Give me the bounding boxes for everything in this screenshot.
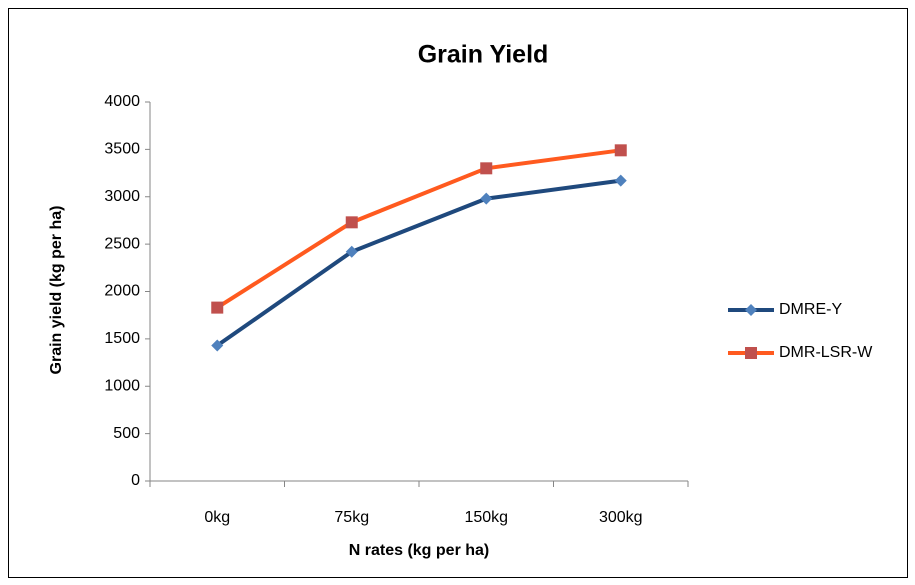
legend-label: DMR-LSR-W: [779, 344, 873, 361]
x-tick-label: 150kg: [464, 509, 508, 526]
point: [345, 245, 358, 258]
chart-border: [8, 8, 908, 578]
y-tick-label: 500: [113, 425, 140, 442]
legend-marker: [745, 347, 757, 359]
chart-title: Grain Yield: [418, 41, 549, 69]
y-tick-label: 3000: [104, 188, 140, 205]
y-tick-label: 3500: [104, 141, 140, 158]
point: [211, 339, 224, 352]
legend-label: DMRE-Y: [779, 301, 842, 318]
point: [211, 301, 224, 314]
point: [345, 216, 358, 229]
y-tick-label: 4000: [104, 93, 140, 110]
legend-marker: [745, 304, 757, 316]
y-tick-label: 0: [131, 472, 140, 489]
point: [614, 174, 627, 187]
y-tick-label: 1000: [104, 377, 140, 394]
y-tick-label: 2000: [104, 283, 140, 300]
point: [480, 162, 493, 175]
y-tick-label: 1500: [104, 330, 140, 347]
series-line: [216, 178, 622, 348]
x-axis-label: N rates (kg per ha): [349, 542, 489, 559]
y-tick-label: 2500: [104, 235, 140, 252]
x-tick-label: 300kg: [599, 509, 643, 526]
point: [614, 144, 627, 157]
x-tick-label: 75kg: [334, 509, 369, 526]
y-axis-label: Grain yield (kg per ha): [48, 206, 65, 375]
point: [480, 192, 493, 205]
series-line: [216, 148, 622, 310]
x-tick-label: 0kg: [204, 509, 230, 526]
